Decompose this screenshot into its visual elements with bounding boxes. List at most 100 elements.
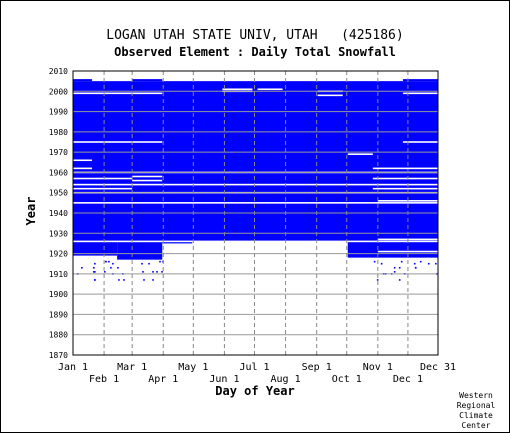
data-gap-16 bbox=[73, 92, 163, 95]
data-dot-2-6 bbox=[152, 271, 154, 273]
data-block-6 bbox=[132, 79, 163, 82]
data-dot-5-5 bbox=[105, 260, 107, 263]
data-dot-3-7 bbox=[117, 266, 119, 269]
plot-border bbox=[72, 70, 439, 356]
data-gap-5 bbox=[73, 159, 93, 162]
chart-subtitle: Observed Element : Daily Total Snowfall bbox=[114, 45, 396, 59]
data-dot-0-4 bbox=[398, 279, 401, 281]
data-dot-5-6 bbox=[400, 260, 403, 263]
y-tick-label-2010: 2010 bbox=[49, 67, 68, 76]
data-gap-21 bbox=[317, 94, 343, 97]
y-tick-label-1930: 1930 bbox=[49, 229, 68, 238]
chart-title: LOGAN UTAH STATE UNIV, UTAH (425186) bbox=[106, 28, 403, 43]
data-dot-3-0 bbox=[398, 266, 401, 269]
data-dot-2-5 bbox=[156, 271, 158, 273]
data-dot-5-3 bbox=[419, 260, 422, 263]
x-tick-label-upper-4: Sep 1 bbox=[302, 362, 332, 373]
data-dot-4-2 bbox=[94, 262, 96, 265]
data-block-4 bbox=[347, 241, 438, 258]
data-dot-2-2 bbox=[393, 271, 396, 273]
data-dot-4-5 bbox=[434, 262, 437, 265]
data-dot-0-5 bbox=[143, 279, 145, 281]
data-dot-4-4 bbox=[141, 262, 143, 265]
y-tick-label-1910: 1910 bbox=[49, 270, 68, 279]
x-tick-label-lower-4: Oct 1 bbox=[332, 374, 362, 385]
data-dot-4-6 bbox=[427, 262, 430, 265]
x-tick-label-lower-0: Feb 1 bbox=[89, 374, 119, 385]
data-dot-3-5 bbox=[414, 266, 417, 269]
data-gap-9 bbox=[372, 187, 438, 190]
data-gap-23 bbox=[402, 141, 438, 143]
data-dot-5-0 bbox=[373, 260, 376, 263]
data-gap-15 bbox=[73, 141, 163, 143]
x-tick-label-lower-1: Apr 1 bbox=[148, 374, 178, 385]
y-tick-label-1870: 1870 bbox=[49, 351, 68, 360]
y-tick-label-1900: 1900 bbox=[49, 290, 68, 299]
data-dot-0-0 bbox=[123, 279, 125, 281]
data-gap-25 bbox=[372, 167, 438, 170]
y-tick-label-1920: 1920 bbox=[49, 250, 68, 259]
x-tick-label-lower-3: Aug 1 bbox=[271, 374, 301, 385]
data-dot-2-0 bbox=[161, 271, 163, 273]
data-dot-3-6 bbox=[393, 266, 396, 269]
x-tick-label-upper-6: Dec 31 bbox=[420, 362, 456, 373]
x-axis-label: Day of Year bbox=[215, 384, 294, 398]
y-tick-label-2000: 2000 bbox=[49, 87, 68, 96]
data-gap-7 bbox=[73, 240, 438, 243]
footer-line-1: Western bbox=[459, 391, 493, 400]
y-tick-label-1960: 1960 bbox=[49, 168, 68, 177]
data-gap-6 bbox=[73, 167, 93, 170]
x-tick-label-upper-3: Jul 1 bbox=[239, 362, 269, 373]
data-dot-5-4 bbox=[159, 260, 161, 263]
footer-line-4: Center bbox=[462, 421, 491, 430]
data-dot-4-7 bbox=[413, 262, 416, 265]
footer-credit: Western Regional Climate Center bbox=[457, 391, 496, 430]
data-gap-26 bbox=[73, 202, 438, 204]
data-dot-2-7 bbox=[94, 271, 96, 273]
x-tick-label-upper-1: Mar 1 bbox=[117, 362, 147, 373]
data-dot-3-3 bbox=[81, 266, 83, 269]
data-dot-0-3 bbox=[152, 279, 154, 281]
data-gap-24 bbox=[402, 92, 438, 95]
data-gap-19 bbox=[257, 88, 283, 91]
data-dot-3-2 bbox=[93, 266, 95, 269]
y-tick-label-1970: 1970 bbox=[49, 148, 68, 157]
data-dot-4-0 bbox=[148, 262, 150, 265]
data-gap-8 bbox=[372, 177, 438, 180]
data-block-0 bbox=[73, 81, 438, 242]
data-dot-2-4 bbox=[104, 271, 106, 273]
data-dot-0-7 bbox=[94, 279, 96, 281]
footer-line-2: Regional bbox=[457, 401, 496, 410]
data-gap-17 bbox=[222, 88, 253, 91]
y-tick-label-1940: 1940 bbox=[49, 209, 68, 218]
data-dot-0-6 bbox=[376, 279, 379, 281]
data-gap-12 bbox=[377, 250, 438, 253]
data-gap-1 bbox=[73, 183, 438, 186]
x-tick-label-upper-5: Nov 1 bbox=[363, 362, 393, 373]
y-tick-label-1990: 1990 bbox=[49, 108, 68, 117]
x-tick-label-upper-0: Jan 1 bbox=[58, 362, 88, 373]
data-block-7 bbox=[402, 79, 438, 82]
data-dot-0-2 bbox=[118, 279, 120, 281]
x-tick-label-lower-5: Dec 1 bbox=[393, 374, 423, 385]
plot-area: 1870 1880 1890 1900 1910 1920 1930 1940 1950 1960… bbox=[49, 67, 456, 385]
x-tick-label-upper-2: May 1 bbox=[178, 362, 208, 373]
data-block-1 bbox=[73, 241, 118, 256]
y-tick-label-1950: 1950 bbox=[49, 189, 68, 198]
data-gap-14 bbox=[132, 175, 163, 178]
data-dot-5-2 bbox=[108, 260, 110, 263]
data-dot-4-1 bbox=[112, 262, 114, 265]
data-gap-22 bbox=[347, 153, 373, 155]
data-gap-3 bbox=[73, 177, 133, 180]
x-tick-label-lower-2: Jun 1 bbox=[209, 374, 239, 385]
y-tick-label-1890: 1890 bbox=[49, 310, 68, 319]
data-dot-2-1 bbox=[93, 271, 95, 273]
y-axis-label: Year bbox=[24, 197, 38, 226]
data-gap-4 bbox=[73, 187, 133, 190]
data-dot-2-3 bbox=[142, 271, 144, 273]
data-block-5 bbox=[73, 79, 93, 82]
data-dot-3-4 bbox=[110, 266, 112, 269]
data-dot-4-3 bbox=[380, 262, 383, 265]
